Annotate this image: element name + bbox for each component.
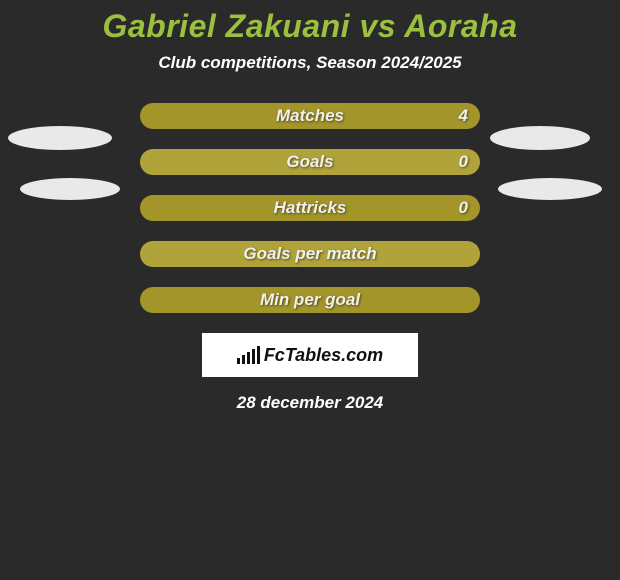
logo-text: FcTables.com — [264, 345, 383, 366]
stat-label: Hattricks — [274, 198, 347, 218]
stat-value: 0 — [459, 152, 468, 172]
stat-bar: Min per goal — [140, 287, 480, 313]
page-subtitle: Club competitions, Season 2024/2025 — [0, 53, 620, 73]
stat-bar: Goals 0 — [140, 149, 480, 175]
stat-row: Goals 0 — [0, 149, 620, 175]
stat-row: Matches 4 — [0, 103, 620, 129]
stat-row: Min per goal — [0, 287, 620, 313]
stat-label: Matches — [276, 106, 344, 126]
stat-value: 0 — [459, 198, 468, 218]
side-ellipse — [490, 126, 590, 150]
stat-bar: Hattricks 0 — [140, 195, 480, 221]
stat-bar: Goals per match — [140, 241, 480, 267]
stat-label: Goals per match — [243, 244, 376, 264]
logo-bars-icon — [237, 346, 260, 364]
footer-date: 28 december 2024 — [0, 393, 620, 413]
page-title: Gabriel Zakuani vs Aoraha — [0, 0, 620, 45]
side-ellipse — [8, 126, 112, 150]
stat-row: Goals per match — [0, 241, 620, 267]
logo: FcTables.com — [237, 345, 383, 366]
side-ellipse — [20, 178, 120, 200]
stat-label: Goals — [286, 152, 333, 172]
side-ellipse — [498, 178, 602, 200]
stat-label: Min per goal — [260, 290, 360, 310]
stat-value: 4 — [459, 106, 468, 126]
stat-bar: Matches 4 — [140, 103, 480, 129]
logo-box: FcTables.com — [202, 333, 418, 377]
